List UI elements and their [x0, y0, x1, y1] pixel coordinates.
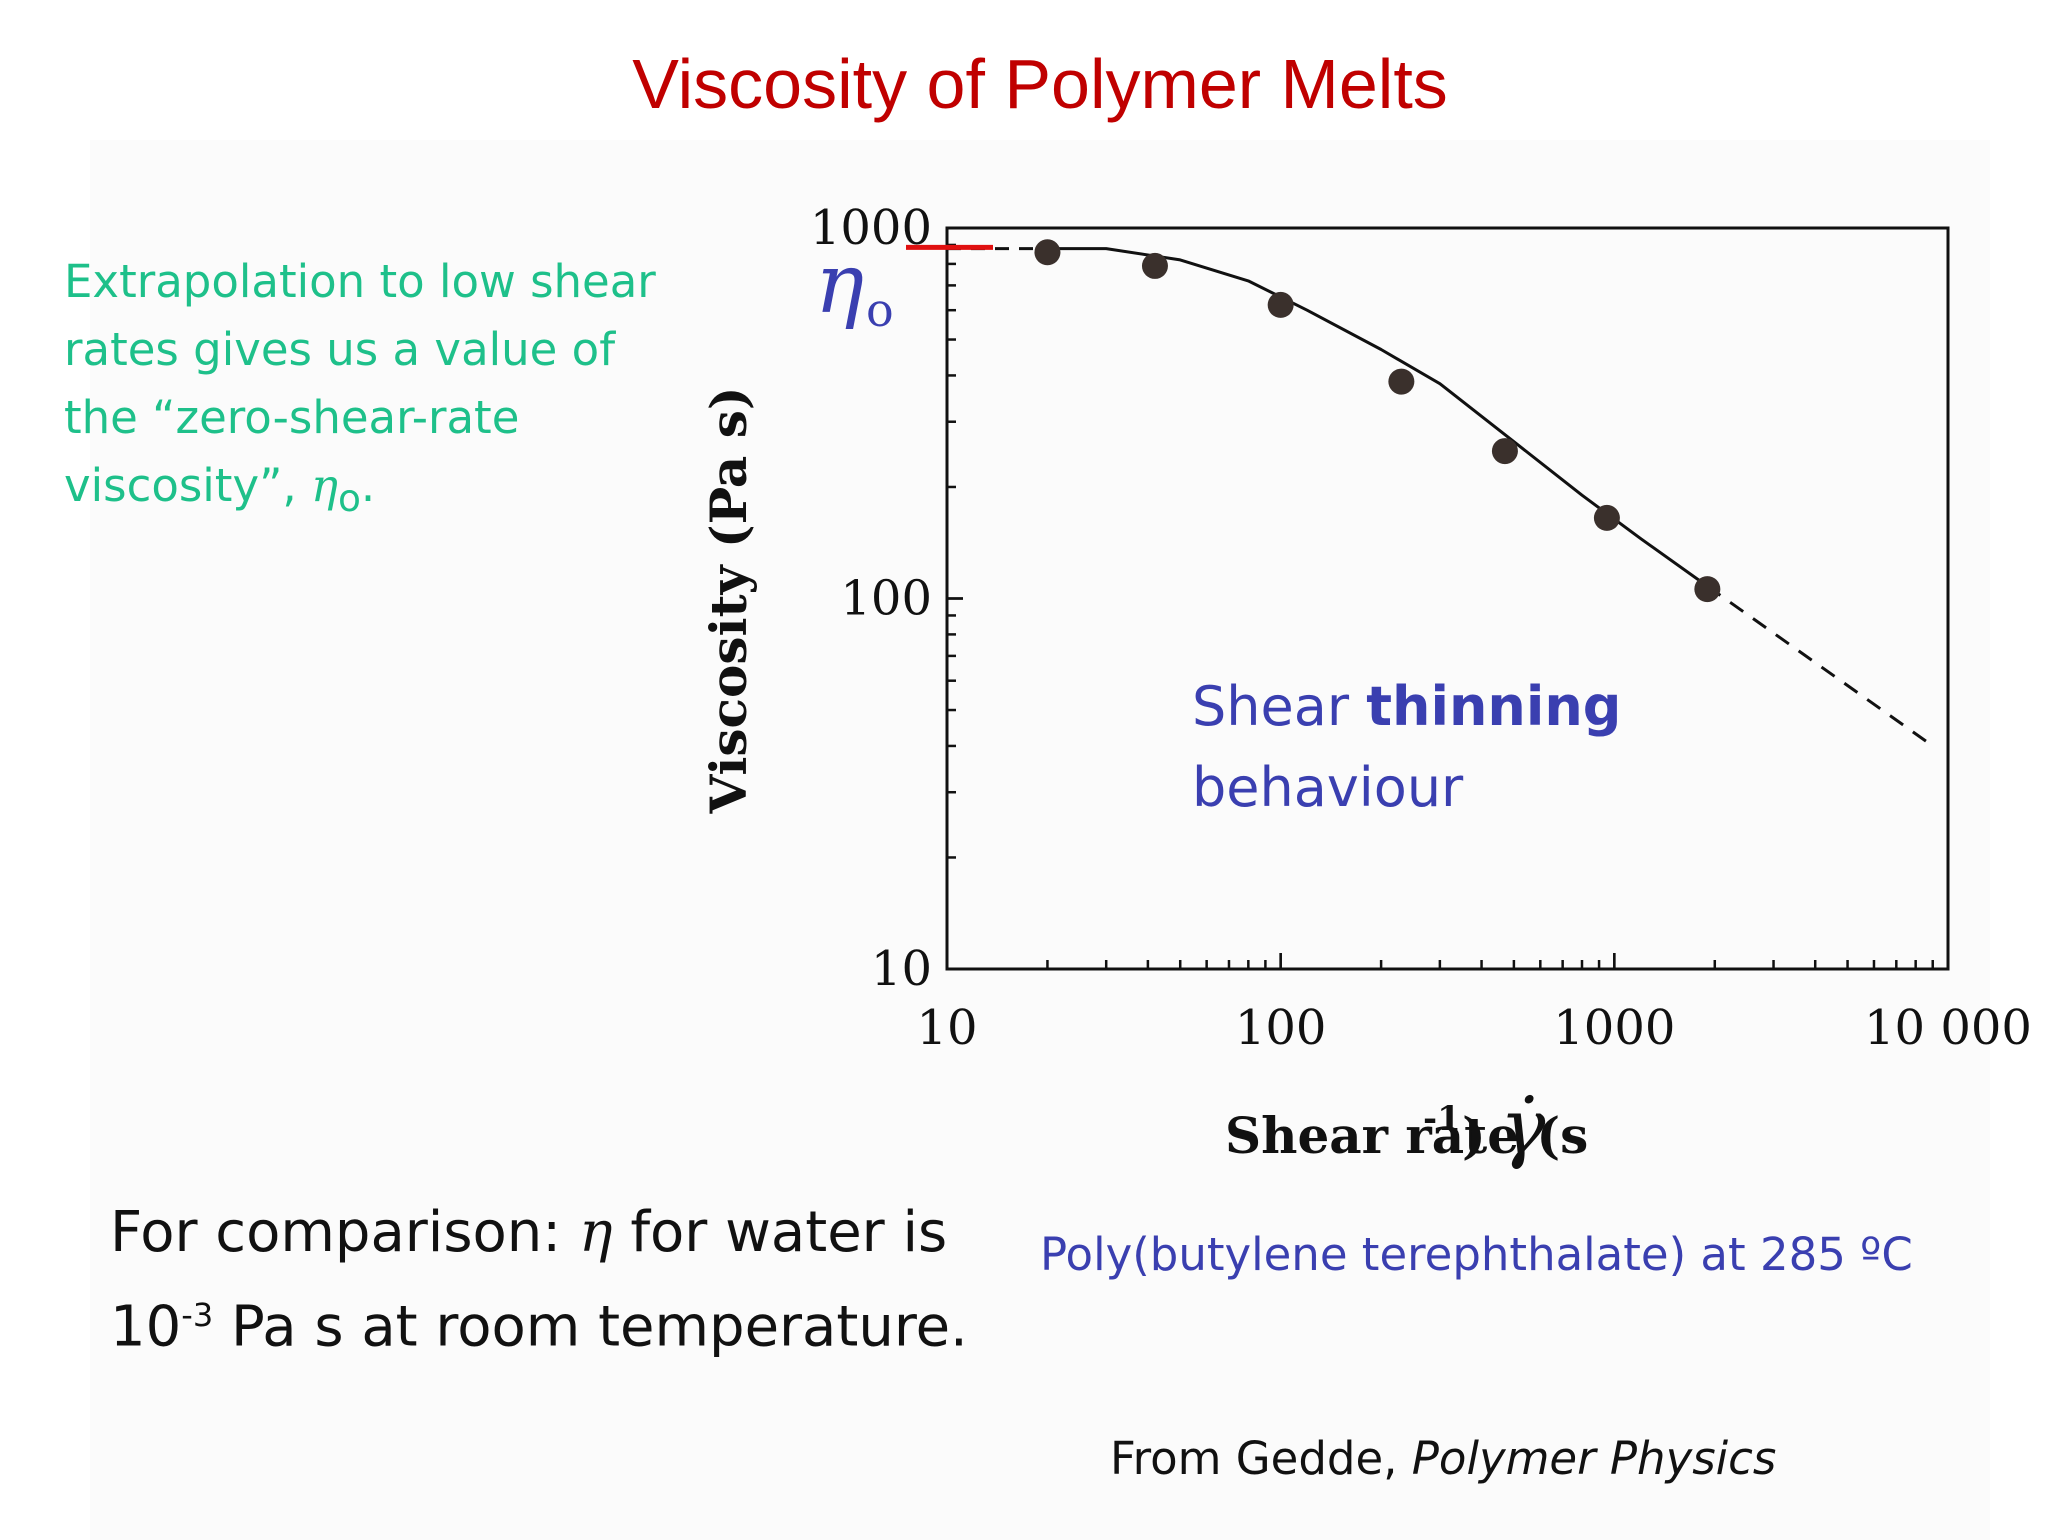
y-tick-label: 100 [840, 571, 932, 627]
data-point [1034, 239, 1061, 266]
note-end: . [360, 459, 376, 512]
slide-background [90, 140, 1990, 1540]
extrapolation-high-dashed [1706, 584, 1934, 748]
source-book: Polymer Physics [1411, 1432, 1777, 1485]
eta-zero-label: η [815, 237, 864, 332]
source-credit: From Gedde, Polymer Physics [1110, 1432, 1870, 1485]
water-comparison: For comparison: η for water is 10-3 Pa s… [110, 1192, 970, 1369]
x-tick-label: 10 000 [1864, 1000, 2032, 1056]
x-tick-label: 100 [1235, 1000, 1327, 1056]
comparison-part3: Pa s at room temperature. [213, 1294, 968, 1360]
comparison-eta-symbol: η [578, 1200, 613, 1265]
data-point [1593, 504, 1620, 531]
comparison-part2: for water is 10 [110, 1200, 948, 1360]
annotation-normal: Shear [1192, 675, 1366, 738]
slide-title: Viscosity of Polymer Melts [632, 45, 1448, 123]
comparison-part1: For comparison: [110, 1200, 579, 1265]
comparison-exponent: -3 [181, 1296, 214, 1334]
plot-frame [945, 226, 1950, 971]
eta-symbol: η [311, 459, 338, 512]
annotation-bold: thinning [1366, 675, 1621, 738]
y-tick-label: 10 [871, 941, 932, 997]
x-axis-label-close: ) [1462, 1106, 1486, 1165]
x-axis-label-exponent: -1 [1423, 1099, 1461, 1139]
y-axis-label: Viscosity (Pa s) [699, 386, 758, 814]
eta-subscript: o [337, 476, 361, 520]
extrapolation-note: Extrapolation to low shear rates gives u… [64, 248, 664, 532]
eta-zero-subscript: o [866, 283, 894, 337]
data-point [1388, 368, 1415, 395]
x-axis-label: Shear rate (s [1225, 1106, 1588, 1165]
data-point [1694, 576, 1721, 603]
polymer-caption: Poly(butylene terephthalate) at 285 ºC [1040, 1228, 1913, 1281]
x-tick-label: 1000 [1553, 1000, 1675, 1056]
source-prefix: From Gedde, [1110, 1432, 1412, 1485]
gamma-dot-symbol: γ̇ [1500, 1082, 1546, 1171]
shear-thinning-annotation-line1: Shear thinning [1192, 675, 1621, 738]
shear-thinning-annotation-line2: behaviour [1192, 756, 1464, 819]
data-point [1141, 252, 1168, 279]
x-tick-label: 10 [916, 1000, 977, 1056]
note-text: Extrapolation to low shear rates gives u… [64, 255, 656, 512]
data-point [1491, 438, 1518, 465]
data-point [1267, 291, 1294, 318]
fit-curve [1047, 247, 1709, 588]
